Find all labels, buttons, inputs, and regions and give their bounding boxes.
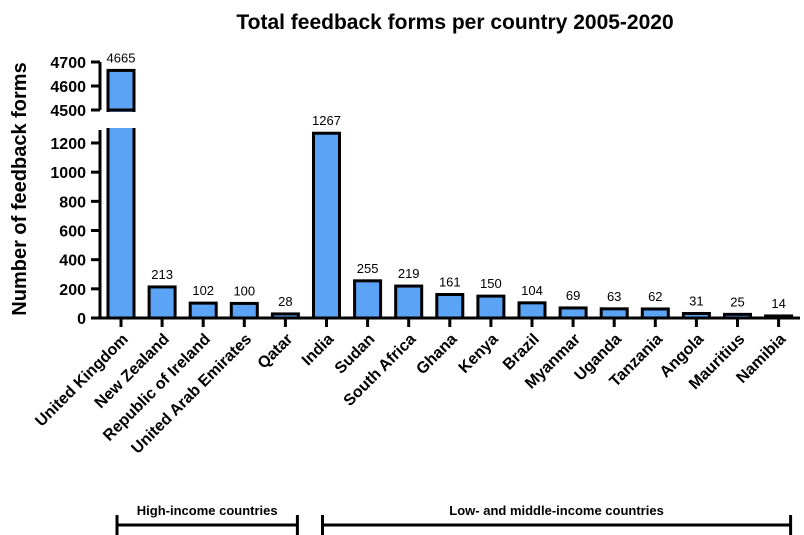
y-axis-label: Number of feedback forms: [9, 62, 31, 315]
data-label: 63: [607, 289, 621, 304]
data-label: 1267: [312, 113, 341, 128]
bar-new-zealand: [147, 285, 177, 320]
data-label: 4665: [107, 50, 136, 65]
x-tick-label: Ghana: [413, 331, 460, 378]
chart-title: Total feedback forms per country 2005-20…: [236, 11, 673, 34]
y-tick-label: 600: [59, 224, 86, 241]
bar-ghana: [435, 293, 465, 320]
bar-myanmar: [558, 306, 588, 320]
y-tick-label: 4500: [50, 103, 86, 120]
bar-uganda: [599, 307, 629, 320]
y-tick-label: 200: [59, 282, 86, 299]
bar-united-kingdom-lower: [106, 108, 136, 320]
bar-mauritius: [723, 312, 752, 320]
bar-united-arab-emirates: [229, 301, 259, 320]
bar-united-kingdom-upper: [106, 68, 136, 112]
y-tick-label: 1200: [50, 136, 86, 153]
data-label: 28: [278, 294, 292, 309]
data-label: 213: [151, 267, 173, 282]
data-label: 100: [233, 283, 255, 298]
data-label: 255: [357, 261, 379, 276]
bar-qatar: [270, 312, 300, 320]
data-label: 219: [398, 266, 420, 281]
data-label: 69: [566, 288, 580, 303]
data-label: 14: [771, 296, 785, 311]
x-tick-label: Kenya: [456, 331, 502, 377]
income-groups: High-income countries Low- and middle-inc…: [115, 503, 793, 535]
y-tick-label: 0: [77, 311, 86, 328]
y-tick-label: 1000: [50, 165, 86, 182]
bar-sudan: [353, 279, 383, 320]
x-tick-label: South Africa: [341, 331, 420, 410]
bar-india: [312, 131, 341, 320]
x-tick-label: Qatar: [255, 331, 297, 373]
data-label: 62: [648, 289, 662, 304]
data-label: 31: [689, 293, 703, 308]
bar-kenya: [476, 294, 506, 320]
y-tick-label: 800: [59, 194, 86, 211]
group-label: Low- and middle-income countries: [449, 503, 664, 518]
bar-tanzania: [640, 307, 670, 320]
bar-brazil: [517, 301, 547, 320]
y-tick-label: 4700: [50, 55, 86, 72]
data-label: 161: [439, 275, 461, 290]
data-label: 150: [480, 276, 502, 291]
x-tick-label: India: [299, 331, 337, 369]
bar-south-africa: [394, 284, 424, 320]
bars: [106, 68, 794, 320]
bar-angola: [681, 311, 711, 320]
y-tick-label: 400: [59, 253, 86, 270]
data-labels: 4665 213 102 100 28 1267 255 219 161 150 104 69 63 62…: [107, 50, 786, 311]
data-label: 104: [521, 283, 543, 298]
bar-republic-of-ireland: [188, 301, 218, 320]
data-label: 25: [730, 294, 744, 309]
axis-break-gap: [106, 112, 136, 128]
bar-namibia: [764, 314, 794, 320]
group-label: High-income countries: [137, 503, 278, 518]
y-tick-label: 4600: [50, 79, 86, 96]
data-label: 102: [192, 283, 214, 298]
